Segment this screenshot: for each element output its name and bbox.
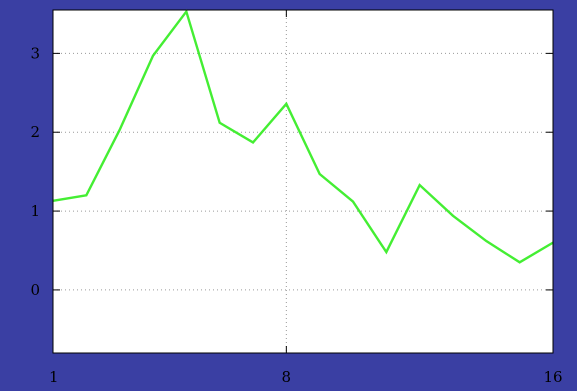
plot-area <box>53 10 553 353</box>
y-tick-label: 2 <box>30 123 40 141</box>
x-tick-label: 1 <box>49 368 59 386</box>
y-tick-label: 0 <box>30 281 40 299</box>
y-tick-label: 3 <box>30 44 40 62</box>
x-tick-label: 16 <box>543 368 562 386</box>
y-tick-label: 1 <box>30 202 40 220</box>
x-tick-label: 8 <box>282 368 292 386</box>
